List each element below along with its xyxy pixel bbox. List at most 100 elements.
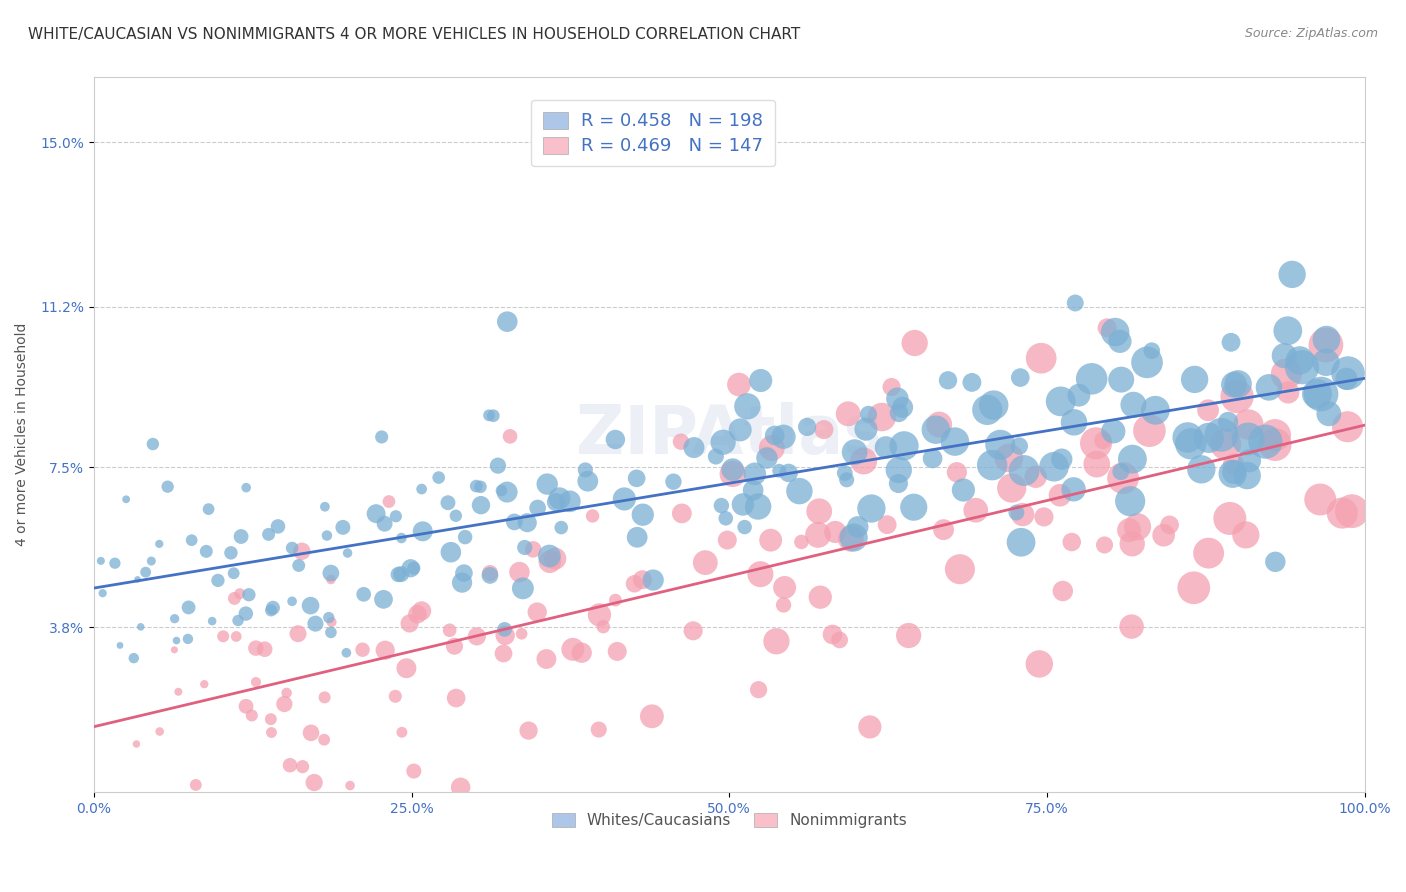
Point	[470, 498, 492, 512]
Point	[437, 496, 460, 510]
Point	[1010, 535, 1032, 549]
Point	[195, 544, 218, 558]
Point	[808, 590, 831, 604]
Point	[516, 516, 538, 530]
Point	[839, 532, 862, 546]
Point	[370, 430, 392, 444]
Point	[1258, 380, 1281, 394]
Point	[904, 336, 927, 351]
Point	[1198, 431, 1220, 445]
Point	[1063, 415, 1085, 429]
Point	[1315, 333, 1337, 347]
Point	[1254, 434, 1277, 449]
Point	[291, 544, 314, 558]
Point	[605, 593, 627, 607]
Point	[212, 629, 235, 643]
Point	[536, 477, 558, 491]
Point	[550, 520, 572, 534]
Point	[981, 458, 1004, 472]
Point	[335, 646, 357, 660]
Point	[807, 528, 830, 542]
Point	[440, 545, 463, 559]
Point	[482, 409, 505, 423]
Point	[387, 567, 409, 582]
Point	[240, 708, 263, 723]
Point	[235, 481, 257, 495]
Point	[125, 737, 148, 751]
Point	[558, 494, 581, 508]
Point	[141, 554, 163, 568]
Point	[1237, 417, 1260, 432]
Point	[1317, 407, 1340, 421]
Point	[245, 675, 267, 690]
Point	[1264, 555, 1286, 569]
Point	[503, 515, 526, 529]
Point	[512, 582, 534, 596]
Point	[1222, 467, 1244, 481]
Point	[411, 604, 433, 618]
Point	[789, 484, 811, 499]
Point	[682, 624, 704, 638]
Point	[513, 541, 536, 555]
Point	[1310, 387, 1333, 401]
Point	[402, 764, 425, 778]
Point	[813, 423, 835, 437]
Point	[1063, 483, 1085, 497]
Point	[1272, 349, 1295, 363]
Point	[229, 529, 252, 543]
Point	[1104, 325, 1126, 339]
Point	[1050, 452, 1073, 467]
Point	[319, 625, 342, 640]
Point	[1121, 452, 1143, 467]
Point	[1315, 355, 1337, 369]
Point	[1331, 506, 1354, 520]
Point	[1008, 439, 1031, 453]
Point	[711, 435, 734, 450]
Point	[314, 500, 336, 514]
Point	[1215, 437, 1237, 451]
Point	[1102, 425, 1125, 439]
Point	[302, 775, 325, 789]
Point	[353, 587, 375, 601]
Point	[486, 458, 509, 473]
Point	[1264, 437, 1286, 451]
Point	[1001, 481, 1024, 495]
Point	[683, 441, 706, 455]
Point	[623, 576, 645, 591]
Point	[222, 566, 245, 581]
Point	[385, 509, 408, 524]
Point	[391, 725, 413, 739]
Point	[790, 535, 813, 549]
Point	[453, 566, 475, 581]
Point	[1005, 506, 1028, 520]
Point	[858, 407, 880, 421]
Point	[526, 500, 548, 515]
Point	[887, 476, 910, 491]
Text: Source: ZipAtlas.com: Source: ZipAtlas.com	[1244, 27, 1378, 40]
Point	[921, 451, 943, 466]
Point	[1277, 385, 1299, 400]
Point	[796, 420, 818, 434]
Point	[860, 501, 883, 516]
Point	[1281, 268, 1303, 282]
Point	[1315, 338, 1337, 352]
Point	[177, 600, 200, 615]
Point	[1052, 584, 1074, 599]
Point	[1095, 321, 1118, 335]
Point	[891, 401, 914, 415]
Point	[374, 643, 396, 657]
Point	[260, 603, 283, 617]
Point	[588, 723, 610, 737]
Point	[1140, 343, 1163, 358]
Point	[439, 624, 461, 638]
Point	[412, 524, 434, 539]
Point	[1277, 324, 1299, 338]
Point	[373, 592, 395, 607]
Y-axis label: 4 or more Vehicles in Household: 4 or more Vehicles in Household	[15, 323, 30, 547]
Point	[197, 502, 219, 516]
Point	[339, 779, 361, 793]
Point	[876, 517, 898, 532]
Point	[592, 620, 614, 634]
Point	[499, 429, 522, 443]
Point	[893, 439, 915, 453]
